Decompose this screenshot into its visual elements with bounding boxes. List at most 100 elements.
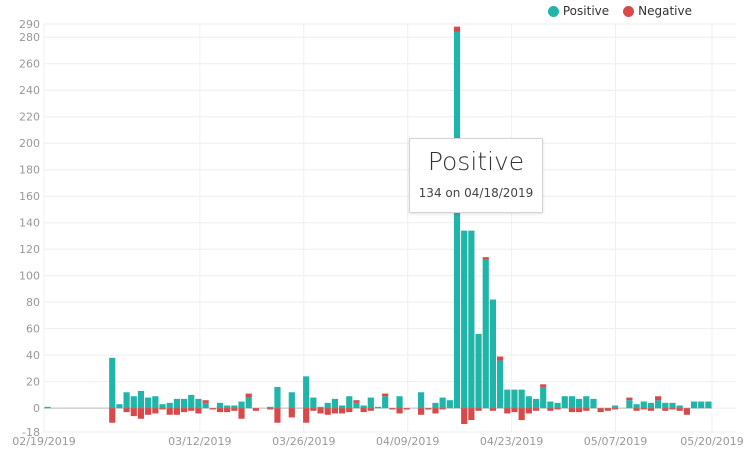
bar-negative: [418, 408, 425, 415]
bar-negative: [518, 408, 525, 421]
bar-positive: [44, 406, 51, 409]
bar-positive: [382, 396, 389, 409]
bar-negative: [137, 408, 145, 419]
bar-negative: [597, 408, 604, 413]
bar-positive: [532, 398, 540, 409]
bar-positive: [461, 230, 468, 409]
y-tick-label: 220: [19, 111, 40, 124]
bar-positive: [561, 396, 568, 409]
legend-label-positive: Positive: [562, 4, 610, 18]
bar-positive: [238, 401, 245, 409]
bar-negative: [173, 408, 180, 415]
bar-negative: [475, 408, 482, 411]
bar-positive: [576, 398, 583, 409]
bar-positive: [360, 405, 367, 409]
bar-positive: [705, 401, 712, 409]
bar-negative: [159, 408, 166, 410]
x-tick-label: 03/12/2019: [168, 435, 231, 448]
x-tick-label: 05/20/2019: [680, 435, 743, 448]
bar-negative: [303, 408, 310, 423]
bar-positive: [216, 402, 224, 409]
bar-negative: [123, 408, 130, 413]
y-tick-label: 240: [19, 84, 40, 97]
legend-label-negative: Negative: [638, 4, 692, 18]
bar-positive: [267, 406, 274, 409]
bar-positive: [497, 360, 504, 409]
bar-positive: [288, 392, 295, 409]
bar-positive: [676, 405, 683, 409]
bar-negative: [109, 408, 116, 423]
bar-positive: [173, 398, 180, 409]
y-tick-label: 280: [19, 31, 40, 44]
bar-negative: [647, 408, 655, 411]
bar-negative: [568, 408, 576, 413]
bar-negative: [655, 396, 662, 401]
bar-negative: [511, 408, 518, 413]
legend-swatch-negative: [623, 5, 635, 17]
legend-item-negative[interactable]: Negative: [623, 4, 692, 18]
bar-negative: [166, 408, 173, 415]
bar-positive: [418, 392, 425, 409]
bar-negative: [468, 408, 475, 421]
bar-positive: [626, 400, 633, 409]
bar-positive: [590, 398, 597, 409]
y-tick-label: 40: [26, 349, 40, 362]
bar-negative: [360, 408, 367, 413]
bar-positive: [489, 299, 497, 409]
bar-negative: [676, 408, 683, 411]
bar-positive: [137, 390, 145, 409]
bar-positive: [611, 405, 619, 409]
bar-positive: [432, 402, 439, 409]
bar-negative: [145, 408, 152, 415]
x-tick-label: 05/07/2019: [584, 435, 647, 448]
bar-negative: [669, 408, 676, 410]
y-tick-label: 290: [19, 18, 40, 31]
bar-negative: [188, 408, 195, 411]
bar-positive: [367, 397, 374, 409]
bar-negative: [604, 408, 611, 411]
bar-positive: [123, 392, 130, 409]
bar-positive: [453, 31, 461, 409]
bar-positive: [633, 404, 640, 409]
bar-negative: [532, 408, 540, 411]
bar-negative: [403, 408, 410, 410]
bar-negative: [633, 408, 640, 411]
bar-negative: [245, 393, 252, 398]
x-tick-label: 02/19/2019: [12, 435, 75, 448]
bar-negative: [461, 408, 468, 425]
bar-negative: [626, 397, 633, 401]
bar-negative: [152, 408, 159, 414]
legend-item-positive[interactable]: Positive: [547, 4, 610, 18]
y-tick-label: 180: [19, 164, 40, 177]
bar-positive: [698, 401, 705, 409]
bar-negative: [611, 408, 619, 410]
bar-negative: [353, 400, 360, 403]
bar-negative: [453, 26, 461, 32]
bar-positive: [152, 396, 159, 409]
bar-negative: [396, 408, 403, 414]
y-tick-label: 140: [19, 217, 40, 230]
x-tick-label: 04/09/2019: [376, 435, 439, 448]
bar-positive: [310, 397, 317, 409]
bar-negative: [310, 408, 317, 411]
bar-positive: [195, 398, 202, 409]
bar-positive: [324, 402, 331, 409]
bar-negative: [238, 408, 245, 419]
bar-negative: [288, 408, 295, 418]
bar-negative: [274, 408, 281, 423]
y-tick-label: 20: [26, 376, 40, 389]
bar-negative: [195, 408, 202, 414]
bar-negative: [130, 408, 137, 417]
bar-negative: [209, 408, 216, 410]
bar-positive: [231, 405, 238, 409]
bar-negative: [367, 408, 374, 411]
bar-positive: [554, 402, 561, 409]
bar-negative: [331, 408, 338, 414]
bar-positive: [396, 396, 403, 409]
bar-positive: [180, 398, 188, 409]
bar-positive: [504, 389, 511, 409]
bar-negative: [432, 408, 439, 414]
bar-negative: [425, 408, 432, 410]
bar-positive: [374, 406, 382, 409]
